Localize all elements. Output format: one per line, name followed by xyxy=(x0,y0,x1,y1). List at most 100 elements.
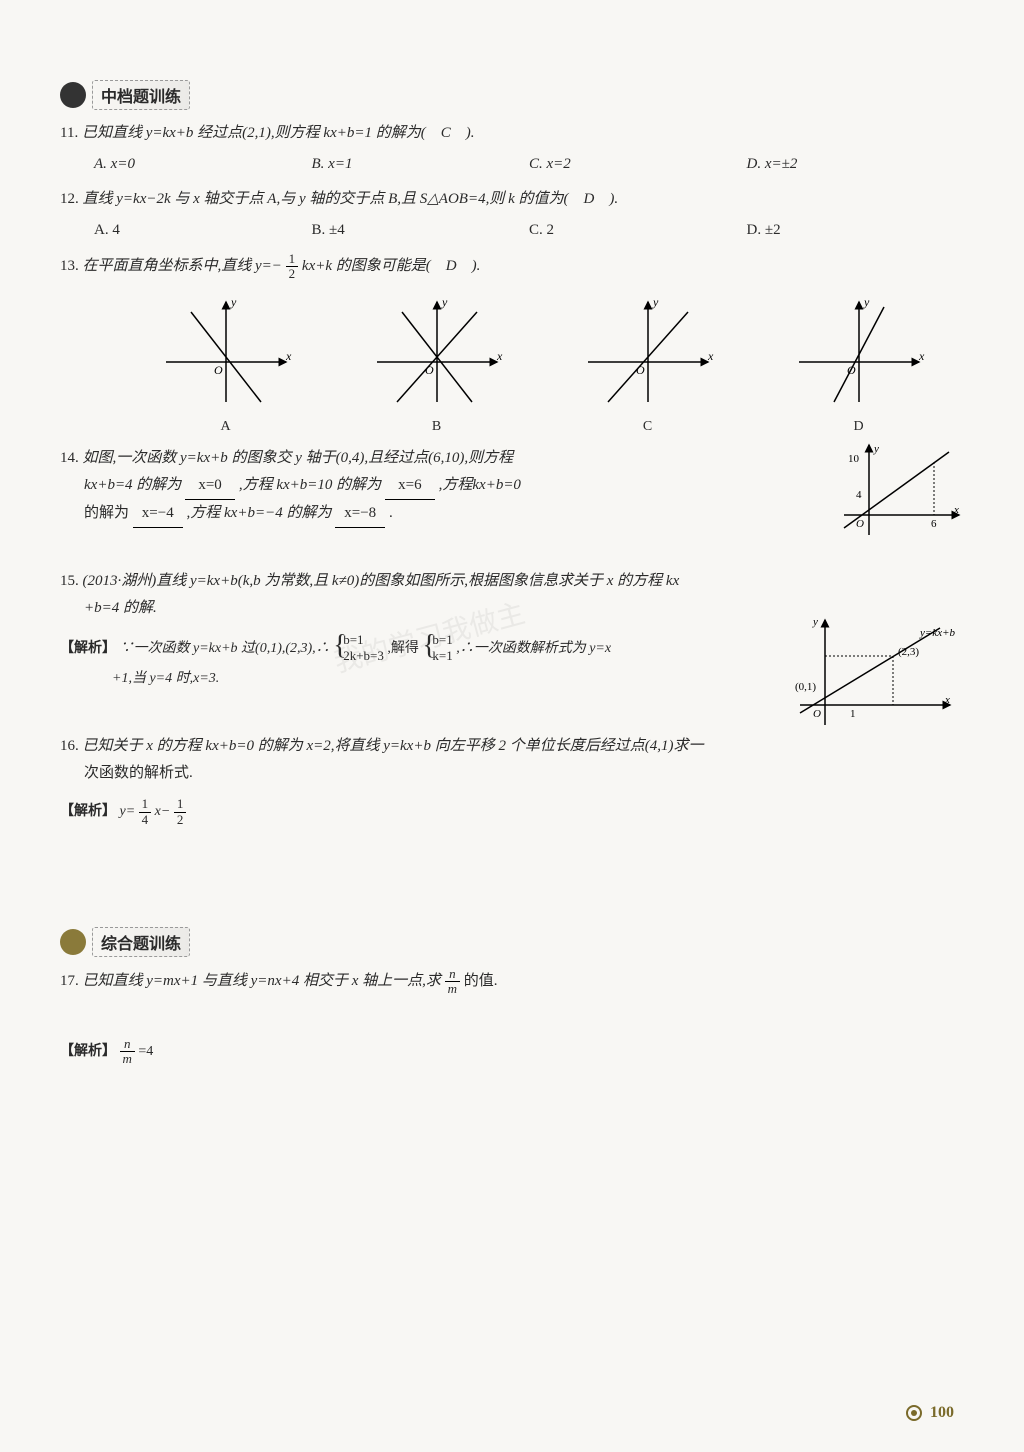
q12-num: 12. xyxy=(60,191,79,207)
q11-body: 已知直线 y=kx+b 经过点(2,1),则方程 kx+b=1 的解为( C )… xyxy=(82,125,475,141)
svg-text:4: 4 xyxy=(856,489,862,501)
q16-f2: 1 2 xyxy=(174,797,187,827)
q13-text-post: kx+k 的图象可能是( D ). xyxy=(302,258,480,274)
q14-t3c: . xyxy=(389,505,393,521)
svg-text:y: y xyxy=(812,616,818,628)
svg-text:O: O xyxy=(636,363,645,377)
q16-fn1: 1 xyxy=(139,797,152,812)
svg-text:y: y xyxy=(652,295,659,309)
q15-sd: +1,当 y=4 时,x=3. xyxy=(112,671,219,686)
q12-optC: C. 2 xyxy=(529,217,747,244)
q17-num: 17. xyxy=(60,973,79,989)
q16-sol-label: 【解析】 xyxy=(60,804,116,819)
question-11: 11. 已知直线 y=kx+b 经过点(2,1),则方程 kx+b=1 的解为(… xyxy=(60,120,964,178)
q12-text: 直线 y=kx−2k 与 x 轴交于点 A,与 y 轴的交于点 B,且 S△AO… xyxy=(83,191,619,207)
figD-label: D xyxy=(789,419,929,435)
svg-text:x: x xyxy=(918,349,925,363)
q16-sa: y= xyxy=(120,804,136,819)
svg-text:O: O xyxy=(856,518,864,530)
question-14: 14. 如图,一次函数 y=kx+b 的图象交 y 轴于(0,4),且经过点(6… xyxy=(60,445,964,528)
figC-label: C xyxy=(578,419,718,435)
q14-graph-icon: 4 10 6 O x y xyxy=(834,440,964,540)
question-13: 13. 在平面直角坐标系中,直线 y=− 1 2 kx+k 的图象可能是( D … xyxy=(60,252,964,282)
q12-optB: B. ±4 xyxy=(312,217,530,244)
q15-t2: +b=4 的解. xyxy=(84,600,157,616)
q12-options: A. 4 B. ±4 C. 2 D. ±2 xyxy=(94,217,964,244)
q15-s1b: 2k+b=3 xyxy=(343,648,384,665)
q11-optD: D. x=±2 xyxy=(747,151,965,178)
q17-tb: 的值. xyxy=(464,973,498,989)
fig-D: x y O D xyxy=(789,292,929,435)
q14-b3: x=−4 xyxy=(133,500,183,528)
svg-text:10: 10 xyxy=(848,453,860,465)
page-number: 100 xyxy=(906,1404,954,1422)
q15-sol-label: 【解析】 xyxy=(60,641,116,656)
fig-A: x y O A xyxy=(156,292,296,435)
fig-B: x y O B xyxy=(367,292,507,435)
q11-optC: C. x=2 xyxy=(529,151,747,178)
q13-frac-n: 1 xyxy=(286,252,299,267)
q13-frac-d: 2 xyxy=(286,267,299,281)
q16-fn2: 1 xyxy=(174,797,187,812)
question-17: 17. 已知直线 y=mx+1 与直线 y=nx+4 相交于 x 轴上一点,求 … xyxy=(60,967,964,997)
q11-optA: A. x=0 xyxy=(94,151,312,178)
q15-sc: ,∴一次函数解析式为 y=x xyxy=(456,641,611,656)
q13-frac: 1 2 xyxy=(286,252,299,282)
question-12: 12. 直线 y=kx−2k 与 x 轴交于点 A,与 y 轴的交于点 B,且 … xyxy=(60,186,964,244)
q17-sfn: n xyxy=(120,1037,135,1052)
figB-label: B xyxy=(367,419,507,435)
q17-fn: n xyxy=(445,967,460,982)
section2-header: 综合题训练 xyxy=(60,927,964,957)
q15-sys1: b=1 2k+b=3 xyxy=(333,632,384,666)
q14-b1: x=0 xyxy=(185,472,235,500)
q17-solution: 【解析】 n m =4 xyxy=(60,1037,964,1067)
svg-text:y=kx+b: y=kx+b xyxy=(919,627,955,639)
q14-t1: 如图,一次函数 y=kx+b 的图象交 y 轴于(0,4),且经过点(6,10)… xyxy=(83,450,514,466)
svg-text:y: y xyxy=(873,443,879,455)
q13-figures: x y O A x y O B x y O C xyxy=(120,292,964,435)
q17-sb: =4 xyxy=(138,1044,153,1059)
fig-C: x y O C xyxy=(578,292,718,435)
svg-text:6: 6 xyxy=(931,518,937,530)
section2-title: 综合题训练 xyxy=(92,927,190,957)
q14-t3b: ,方程 kx+b=−4 的解为 xyxy=(187,505,332,521)
svg-text:y: y xyxy=(863,295,870,309)
svg-text:O: O xyxy=(847,363,856,377)
q14-b4: x=−8 xyxy=(335,500,385,528)
q12-optA: A. 4 xyxy=(94,217,312,244)
q14-t2b: ,方程 kx+b=10 的解为 xyxy=(239,477,381,493)
q16-t1: 已知关于 x 的方程 kx+b=0 的解为 x=2,将直线 y=kx+b 向左平… xyxy=(83,738,704,754)
person-icon xyxy=(60,82,86,108)
q16-sb: x− xyxy=(155,804,171,819)
svg-text:O: O xyxy=(813,708,821,720)
svg-text:1: 1 xyxy=(850,708,856,720)
q15-sys2: b=1 k=1 xyxy=(422,632,452,666)
q13-num: 13. xyxy=(60,258,79,274)
q11-options: A. x=0 B. x=1 C. x=2 D. x=±2 xyxy=(94,151,964,178)
q14-t2a: kx+b=4 的解为 xyxy=(84,477,181,493)
graph-d-icon: x y O xyxy=(789,292,929,412)
q11-optB: B. x=1 xyxy=(312,151,530,178)
q11-text: 已知直线 y=kx+b 经过点(2,1),则方程 kx+b=1 的解为( C )… xyxy=(82,125,475,141)
q17-fd: m xyxy=(445,982,460,996)
q16-fd2: 2 xyxy=(174,813,187,827)
q16-fd1: 4 xyxy=(139,813,152,827)
page-number-value: 100 xyxy=(930,1404,954,1421)
q15-s1a: b=1 xyxy=(343,632,384,649)
question-16: 16. 已知关于 x 的方程 kx+b=0 的解为 x=2,将直线 y=kx+b… xyxy=(60,733,964,787)
svg-text:y: y xyxy=(230,295,237,309)
q14-b2: x=6 xyxy=(385,472,435,500)
svg-text:O: O xyxy=(425,363,434,377)
q15-s2b: k=1 xyxy=(432,648,452,665)
q14-num: 14. xyxy=(60,450,79,466)
q16-solution: 【解析】 y= 1 4 x− 1 2 xyxy=(60,797,964,827)
q12-optD: D. ±2 xyxy=(747,217,965,244)
q17-sol-label: 【解析】 xyxy=(60,1044,116,1059)
svg-text:x: x xyxy=(496,349,503,363)
q17-f: n m xyxy=(445,967,460,997)
graph-c-icon: x y O xyxy=(578,292,718,412)
q15-t1: (2013·湖州)直线 y=kx+b(k,b 为常数,且 k≠0)的图象如图所示… xyxy=(83,573,680,589)
q15-sb: ,解得 xyxy=(387,641,419,656)
figA-label: A xyxy=(156,419,296,435)
section1-header: 中档题训练 xyxy=(60,80,964,110)
